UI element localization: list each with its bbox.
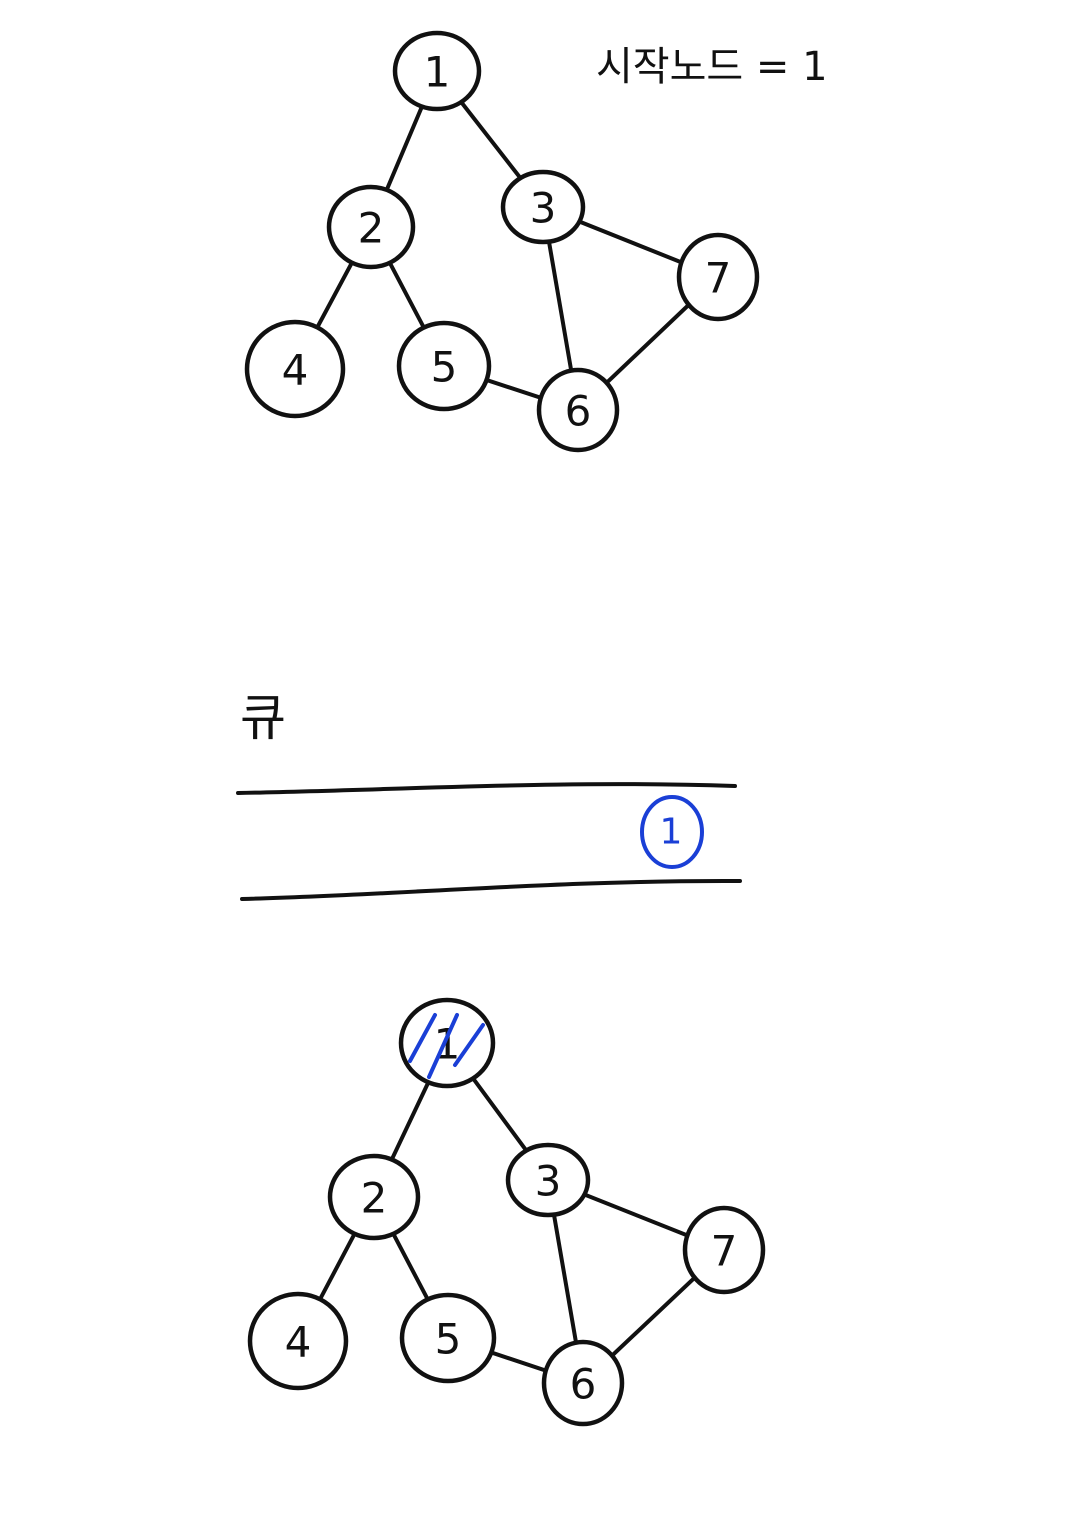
queue-item-label: 1 [660,812,683,853]
graph-initial: 1 2 3 4 5 6 7 [244,30,760,453]
queue-item-circle [640,795,704,869]
graph-visited: 1 2 3 4 5 6 7 [247,997,766,1427]
top-node-4: 4 [244,319,346,419]
top-node-3-circle [500,169,586,245]
bottom-node-6: 6 [541,1339,625,1427]
top-node-3-label: 3 [530,184,557,233]
top-node-4-circle [244,319,346,419]
bottom-node-1-visited-hatch [408,1013,485,1079]
top-node-2-circle [326,184,416,270]
queue-item: 1 [640,795,704,869]
top-node-7: 7 [676,232,760,322]
bottom-node-4: 4 [247,1291,349,1391]
top-node-2: 2 [326,184,416,270]
start-node-label: 시작노드 = 1 [596,44,828,90]
top-node-7-label: 7 [705,254,732,303]
bottom-node-5-label: 5 [435,1315,462,1364]
bottom-node-1: 1 [398,997,496,1089]
bottom-node-2-circle [327,1153,421,1241]
bottom-node-5: 5 [399,1292,497,1384]
top-node-5-label: 5 [431,343,458,392]
hatch-stroke-3 [453,1023,485,1067]
bottom-node-3-circle [505,1142,591,1218]
bottom-node-2-label: 2 [361,1174,388,1223]
top-node-4-label: 4 [282,346,309,395]
queue-label: 큐 [240,689,286,747]
bottom-node-4-label: 4 [285,1318,312,1367]
top-node-1: 1 [392,30,482,112]
bottom-node-6-label: 6 [570,1360,597,1409]
bottom-node-4-circle [247,1291,349,1391]
bottom-node-6-circle [541,1339,625,1427]
top-node-5: 5 [396,320,492,412]
bottom-node-7-label: 7 [711,1227,738,1276]
queue: 큐 1 [236,689,742,901]
top-node-7-circle [676,232,760,322]
bottom-node-7: 7 [682,1205,766,1295]
top-node-1-label: 1 [424,48,451,97]
hatch-stroke-2 [427,1013,459,1079]
hatch-stroke-1 [408,1013,437,1063]
top-node-3: 3 [500,169,586,245]
bottom-node-7-circle [682,1205,766,1295]
bottom-node-3-label: 3 [535,1157,562,1206]
top-node-6: 6 [536,367,620,453]
top-node-1-circle [392,30,482,112]
top-node-2-label: 2 [358,204,385,253]
queue-bottom-line [240,878,742,901]
top-node-6-label: 6 [565,387,592,436]
bottom-node-2: 2 [327,1153,421,1241]
queue-top-line [236,782,737,795]
bottom-node-5-circle [399,1292,497,1384]
bottom-node-1-circle [398,997,496,1089]
bottom-node-3: 3 [505,1142,591,1218]
top-node-6-circle [536,367,620,453]
top-node-5-circle [396,320,492,412]
